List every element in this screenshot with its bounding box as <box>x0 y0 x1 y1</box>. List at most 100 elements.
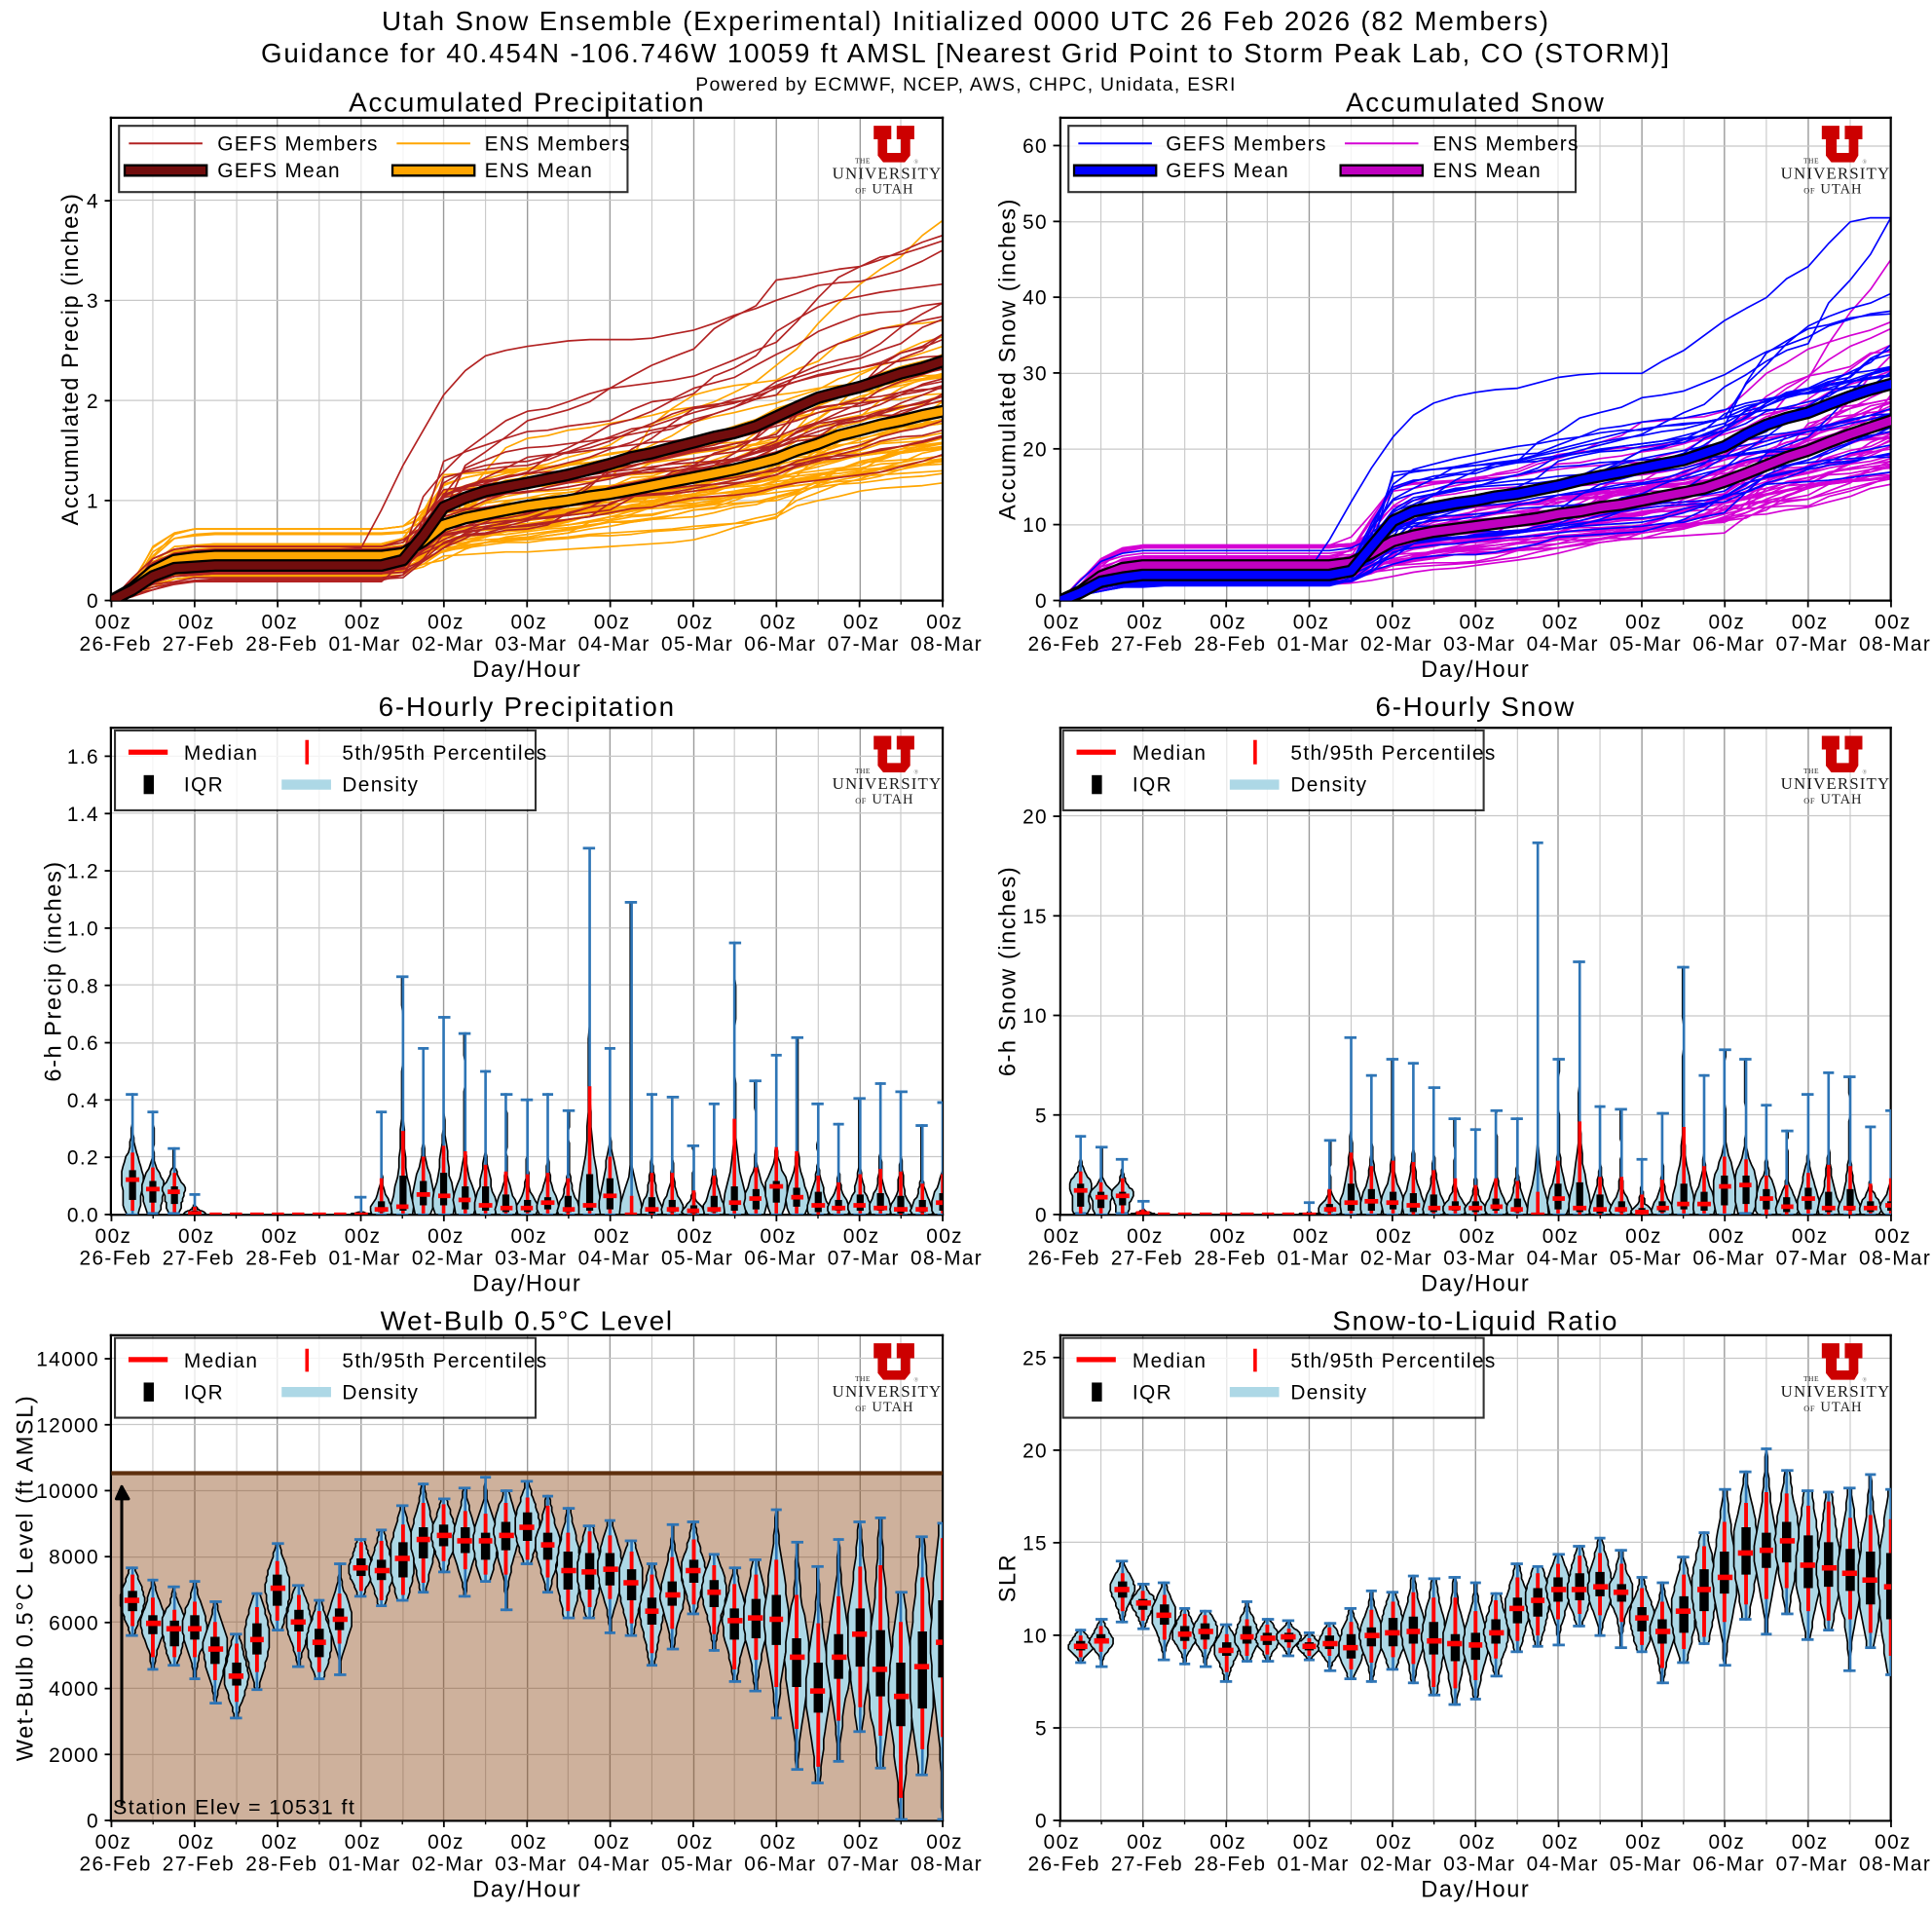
svg-text:IQR: IQR <box>1133 1381 1172 1404</box>
svg-text:05-Mar: 05-Mar <box>661 633 733 656</box>
svg-text:00z: 00z <box>1293 612 1330 634</box>
svg-text:08-Mar: 08-Mar <box>910 1853 983 1875</box>
svg-text:00z: 00z <box>178 612 215 634</box>
svg-text:00z: 00z <box>843 1831 880 1854</box>
svg-text:04-Mar: 04-Mar <box>1527 633 1599 656</box>
svg-text:06-Mar: 06-Mar <box>744 1247 816 1269</box>
svg-text:OF: OF <box>1803 797 1815 806</box>
svg-text:14000: 14000 <box>36 1348 99 1370</box>
svg-text:Density: Density <box>342 1381 419 1404</box>
svg-text:0: 0 <box>1035 590 1048 613</box>
svg-text:UNIVERSITY: UNIVERSITY <box>833 774 943 793</box>
svg-text:00z: 00z <box>1542 1831 1579 1854</box>
svg-text:06-Mar: 06-Mar <box>744 633 816 656</box>
svg-text:UNIVERSITY: UNIVERSITY <box>833 164 943 182</box>
svg-text:Utah Snow Ensemble (Experiment: Utah Snow Ensemble (Experimental) Initia… <box>382 6 1550 36</box>
svg-text:GEFS Mean: GEFS Mean <box>1166 160 1289 182</box>
svg-text:00z: 00z <box>1708 1225 1745 1248</box>
svg-text:01-Mar: 01-Mar <box>1278 1853 1350 1875</box>
svg-text:00z: 00z <box>345 1831 382 1854</box>
svg-text:00z: 00z <box>261 1225 298 1248</box>
svg-text:Day/Hour: Day/Hour <box>472 657 581 683</box>
svg-text:27-Feb: 27-Feb <box>163 633 235 656</box>
svg-text:26-Feb: 26-Feb <box>80 633 152 656</box>
svg-text:3: 3 <box>87 290 99 313</box>
svg-text:4: 4 <box>87 191 99 213</box>
svg-text:®: ® <box>913 159 918 166</box>
svg-text:28-Feb: 28-Feb <box>1194 1853 1266 1875</box>
svg-text:00z: 00z <box>1293 1831 1330 1854</box>
svg-text:07-Mar: 07-Mar <box>828 1247 900 1269</box>
svg-text:®: ® <box>1862 159 1867 166</box>
svg-text:00z: 00z <box>1376 1831 1413 1854</box>
svg-text:10: 10 <box>1022 1626 1048 1648</box>
svg-text:0: 0 <box>87 1811 99 1833</box>
svg-text:00z: 00z <box>1875 1831 1912 1854</box>
svg-text:Median: Median <box>1133 742 1207 765</box>
svg-text:5: 5 <box>1035 1105 1048 1127</box>
svg-text:01-Mar: 01-Mar <box>329 1247 401 1269</box>
svg-text:ENS Members: ENS Members <box>1433 133 1579 156</box>
svg-text:28-Feb: 28-Feb <box>1194 633 1266 656</box>
svg-text:2000: 2000 <box>49 1744 99 1767</box>
svg-text:UTAH: UTAH <box>872 1400 913 1415</box>
svg-text:02-Mar: 02-Mar <box>1360 1853 1432 1875</box>
svg-text:10000: 10000 <box>36 1480 99 1503</box>
svg-text:UTAH: UTAH <box>872 181 913 197</box>
svg-text:UNIVERSITY: UNIVERSITY <box>1781 164 1891 182</box>
svg-text:27-Feb: 27-Feb <box>163 1853 235 1875</box>
svg-text:03-Mar: 03-Mar <box>1443 1247 1515 1269</box>
svg-text:THE: THE <box>855 1374 871 1383</box>
svg-text:0: 0 <box>87 590 99 613</box>
svg-text:IQR: IQR <box>184 1381 224 1404</box>
svg-text:00z: 00z <box>427 612 464 634</box>
svg-text:Snow-to-Liquid Ratio: Snow-to-Liquid Ratio <box>1332 1305 1618 1335</box>
svg-text:00z: 00z <box>1209 612 1246 634</box>
svg-text:06-Mar: 06-Mar <box>1692 1247 1765 1269</box>
svg-text:00z: 00z <box>510 1225 547 1248</box>
svg-text:UTAH: UTAH <box>1820 1400 1862 1415</box>
svg-text:GEFS Members: GEFS Members <box>217 133 379 156</box>
svg-text:00z: 00z <box>1459 1831 1496 1854</box>
svg-text:00z: 00z <box>261 612 298 634</box>
svg-text:THE: THE <box>1803 156 1819 165</box>
svg-text:UTAH: UTAH <box>1820 792 1862 807</box>
svg-text:Accumulated Precipitation: Accumulated Precipitation <box>349 88 705 118</box>
svg-text:GEFS Members: GEFS Members <box>1166 133 1327 156</box>
svg-text:08-Mar: 08-Mar <box>1859 633 1931 656</box>
svg-text:50: 50 <box>1022 211 1048 234</box>
svg-text:28-Feb: 28-Feb <box>245 633 317 656</box>
svg-text:UNIVERSITY: UNIVERSITY <box>833 1382 943 1401</box>
svg-text:04-Mar: 04-Mar <box>578 1247 650 1269</box>
svg-text:27-Feb: 27-Feb <box>1111 633 1183 656</box>
svg-text:5th/95th Percentiles: 5th/95th Percentiles <box>342 742 547 765</box>
svg-text:30: 30 <box>1022 363 1048 386</box>
svg-text:01-Mar: 01-Mar <box>329 633 401 656</box>
svg-text:1.4: 1.4 <box>67 804 99 826</box>
svg-text:THE: THE <box>855 156 871 165</box>
svg-text:02-Mar: 02-Mar <box>412 1247 484 1269</box>
svg-text:00z: 00z <box>1044 1831 1081 1854</box>
svg-text:®: ® <box>913 768 918 775</box>
svg-text:26-Feb: 26-Feb <box>1028 1853 1100 1875</box>
svg-text:OF: OF <box>1803 1405 1815 1413</box>
svg-text:00z: 00z <box>594 1831 631 1854</box>
svg-text:00z: 00z <box>1542 1225 1579 1248</box>
svg-text:ENS Members: ENS Members <box>485 133 631 156</box>
svg-text:01-Mar: 01-Mar <box>1278 633 1350 656</box>
svg-text:10: 10 <box>1022 514 1048 537</box>
svg-text:0.8: 0.8 <box>67 975 99 997</box>
svg-text:THE: THE <box>855 767 871 775</box>
svg-text:00z: 00z <box>1875 1225 1912 1248</box>
svg-text:27-Feb: 27-Feb <box>1111 1853 1183 1875</box>
svg-text:05-Mar: 05-Mar <box>1610 633 1682 656</box>
svg-text:00z: 00z <box>761 1831 798 1854</box>
svg-text:Accumulated Snow (inches): Accumulated Snow (inches) <box>995 198 1021 520</box>
svg-text:OF: OF <box>1803 186 1815 195</box>
svg-text:03-Mar: 03-Mar <box>1443 633 1515 656</box>
svg-text:20: 20 <box>1022 806 1048 829</box>
svg-text:00z: 00z <box>178 1831 215 1854</box>
svg-text:00z: 00z <box>1209 1831 1246 1854</box>
svg-text:00z: 00z <box>1625 1225 1662 1248</box>
svg-text:00z: 00z <box>1127 1225 1164 1248</box>
